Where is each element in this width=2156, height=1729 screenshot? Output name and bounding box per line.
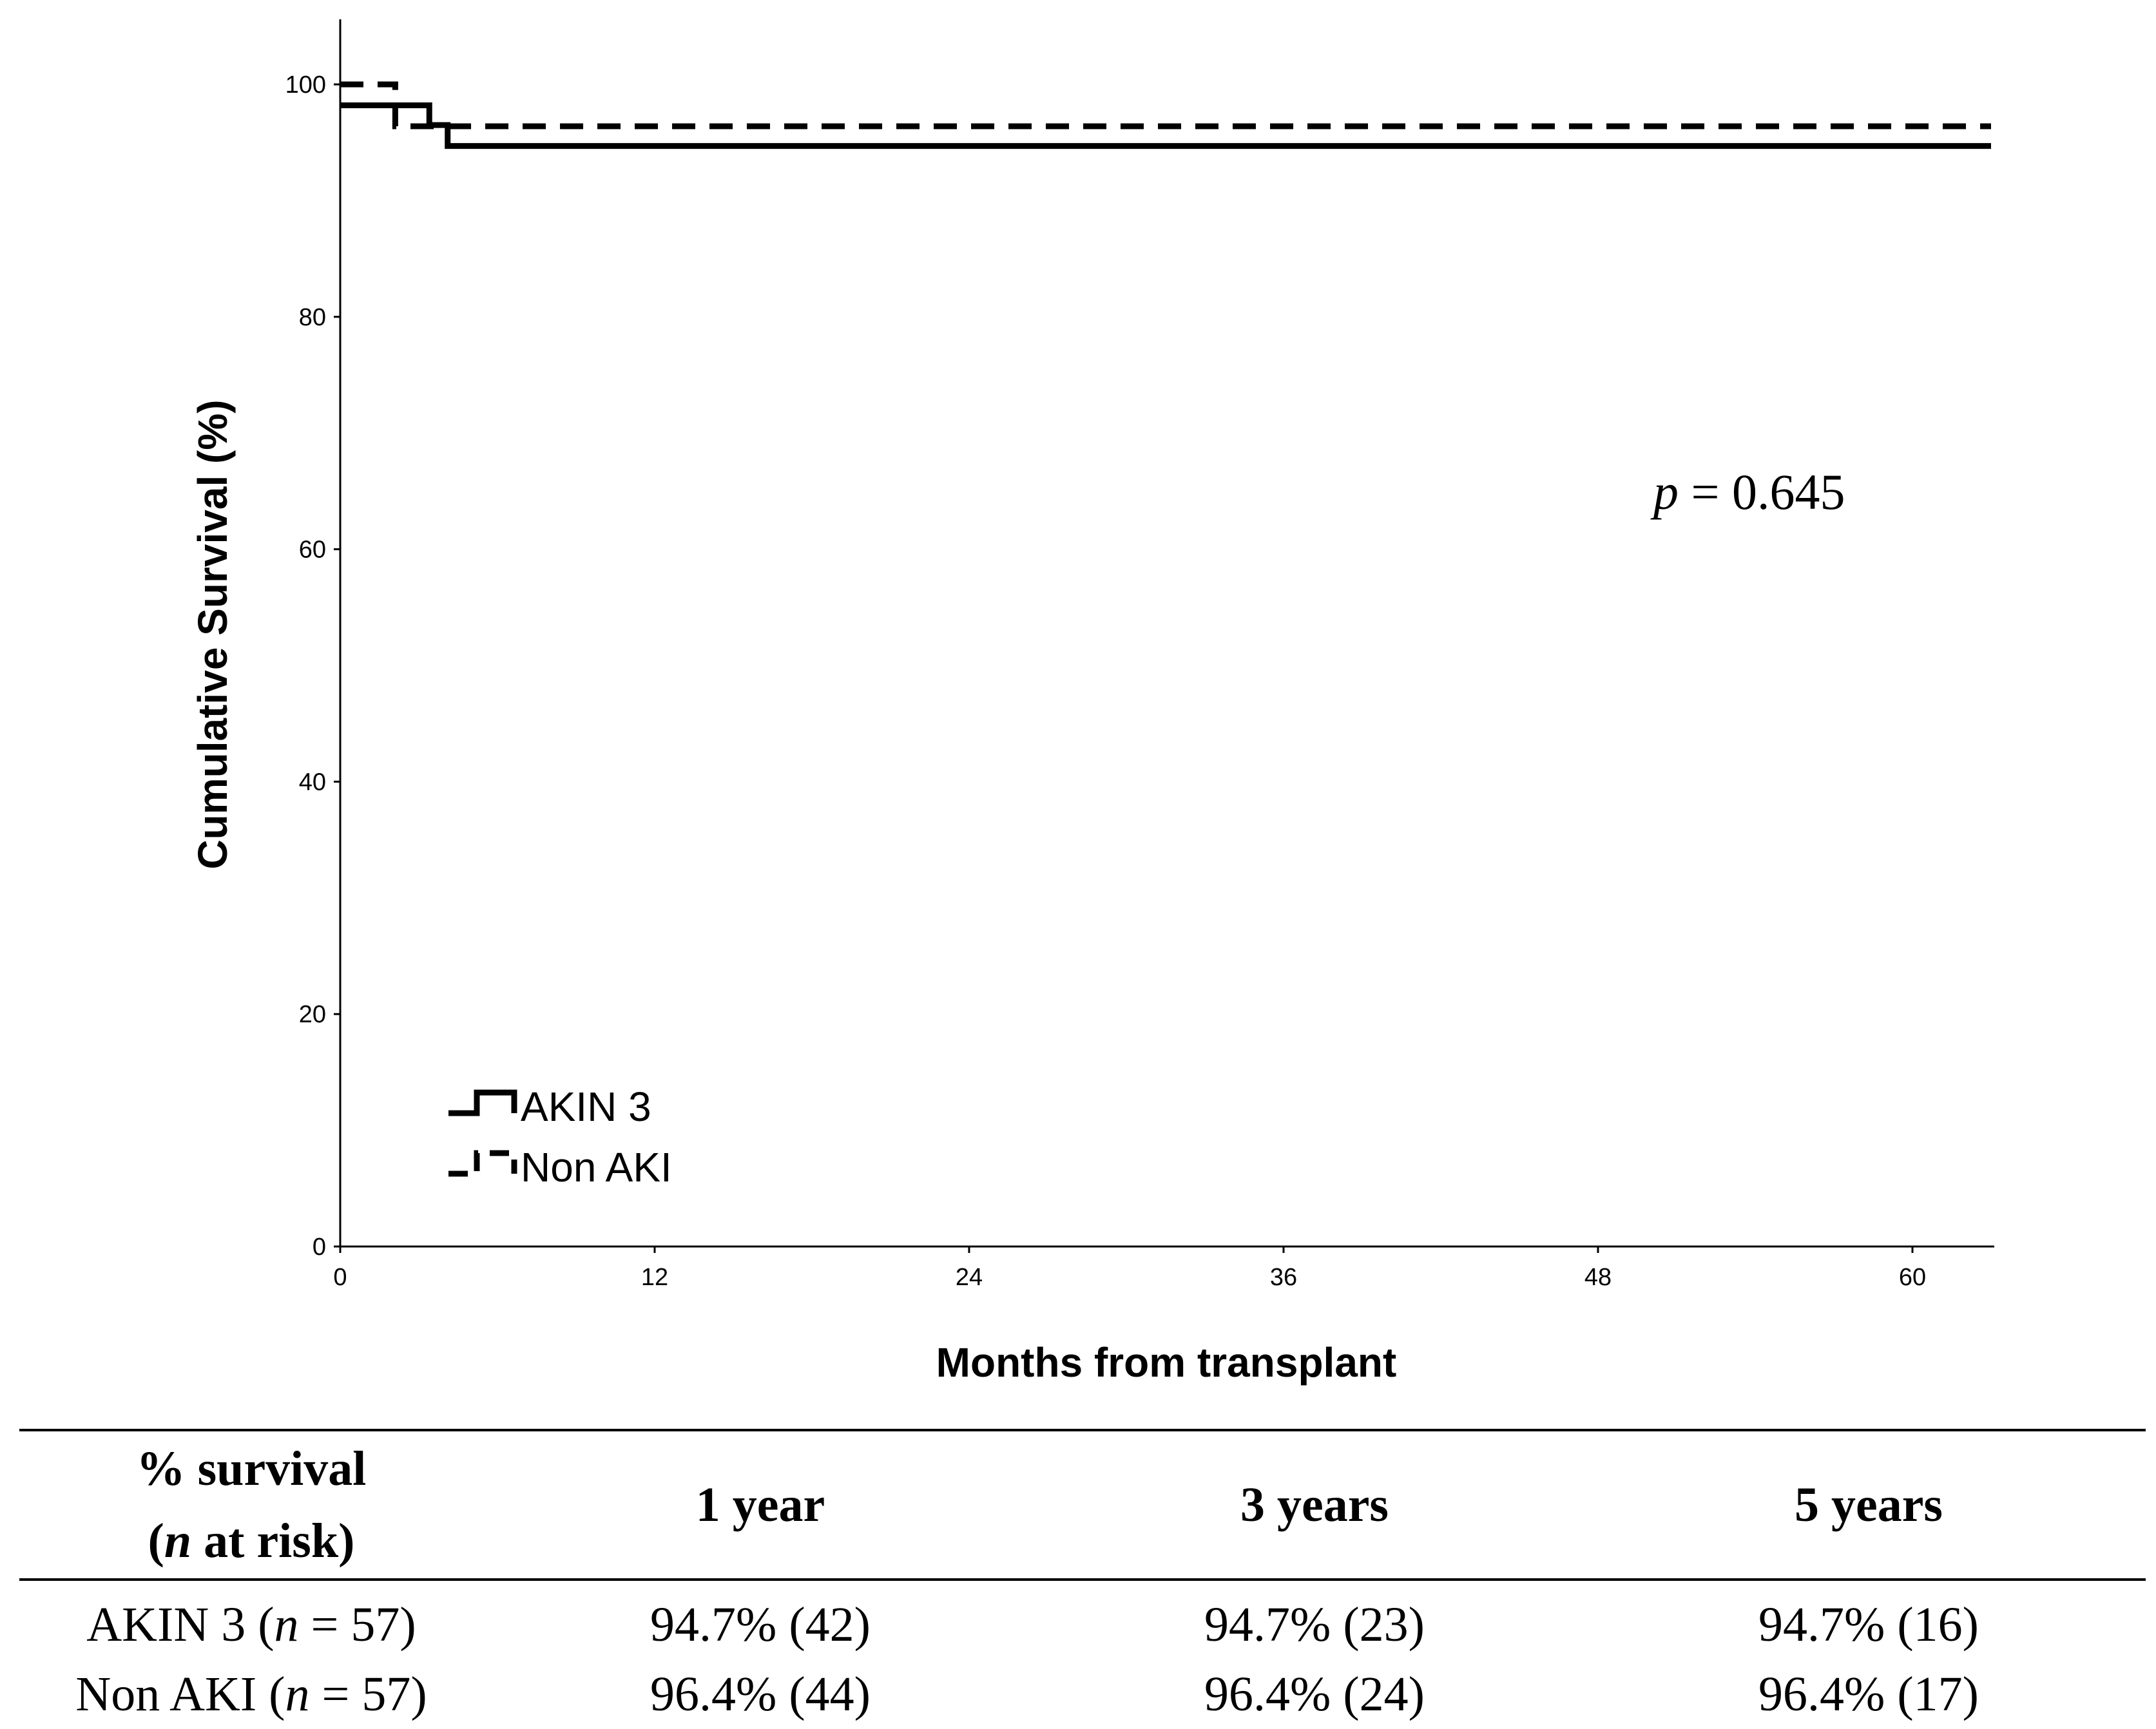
legend-symbol-akin-3 xyxy=(448,1089,517,1116)
header-n-italic: n xyxy=(164,1514,192,1568)
x-tick-label: 36 xyxy=(1270,1264,1297,1291)
row-label-n: n xyxy=(274,1598,299,1652)
row-label-group: AKIN 3 ( xyxy=(86,1598,274,1652)
p-value-text: = 0.645 xyxy=(1679,464,1845,520)
survival-chart: 0 12 24 36 48 60 0 20 40 60 80 100 Months from tra… xyxy=(189,19,1994,1386)
x-tick-label: 12 xyxy=(641,1264,668,1291)
y-tick-label: 80 xyxy=(299,304,326,331)
row-label: Non AKI (n = 57) xyxy=(19,1659,483,1729)
row-label-count: = 57) xyxy=(309,1667,427,1721)
y-axis-ticks: 0 20 40 60 80 100 xyxy=(285,72,340,1261)
table-cell: 96.4% (44) xyxy=(650,1667,871,1721)
legend-label: AKIN 3 xyxy=(521,1084,651,1130)
table-row: Non AKI (n = 57) 96.4% (44) 96.4% (24) 9… xyxy=(19,1659,2146,1729)
x-axis-title: Months from transplant xyxy=(936,1339,1397,1386)
p-value-symbol: p xyxy=(1650,464,1679,520)
table-cell: 96.4% (17) xyxy=(1758,1667,1979,1721)
axes xyxy=(339,19,1994,1248)
series-line-akin-3 xyxy=(340,102,1991,149)
table-cell: 96.4% (24) xyxy=(1204,1667,1425,1721)
row-label-count: = 57) xyxy=(298,1598,416,1652)
row-label-n: n xyxy=(285,1667,310,1721)
survival-table: % survival (n at risk) 1 year 3 years 5 … xyxy=(19,1429,2146,1729)
header-survival-label: % survival xyxy=(136,1442,367,1496)
table-header-5-years: 5 years xyxy=(1794,1478,1943,1532)
table-header-1-year: 1 year xyxy=(695,1478,825,1532)
y-tick-label: 0 xyxy=(313,1234,326,1261)
x-tick-label: 60 xyxy=(1899,1264,1926,1291)
header-at-risk-label: at risk) xyxy=(191,1514,355,1568)
y-tick-label: 40 xyxy=(299,769,326,796)
table-row: AKIN 3 (n = 57) 94.7% (42) 94.7% (23) 94… xyxy=(19,1580,2146,1659)
table-header-3-years: 3 years xyxy=(1240,1478,1389,1532)
y-tick-label: 100 xyxy=(285,72,326,99)
legend-symbol-non-aki xyxy=(448,1150,517,1177)
table-cell: 94.7% (42) xyxy=(650,1598,871,1652)
row-label-group: Non AKI ( xyxy=(75,1667,285,1721)
y-tick-label: 60 xyxy=(299,537,326,564)
p-value-annotation: p = 0.645 xyxy=(1650,464,1845,520)
table-cell: 94.7% (23) xyxy=(1204,1598,1425,1652)
y-tick-label: 20 xyxy=(299,1001,326,1028)
legend: AKIN 3 Non AKI xyxy=(448,1084,672,1190)
y-axis-title: Cumulative Survival (%) xyxy=(189,399,236,869)
table-cell: 94.7% (16) xyxy=(1758,1598,1979,1652)
table-header-row: % survival (n at risk) 1 year 3 years 5 … xyxy=(19,1430,2146,1580)
x-axis-ticks: 0 12 24 36 48 60 xyxy=(333,1247,1926,1291)
row-label: AKIN 3 (n = 57) xyxy=(19,1580,483,1659)
header-open-paren: ( xyxy=(148,1514,164,1568)
x-tick-label: 0 xyxy=(333,1264,347,1291)
series-layer xyxy=(340,81,1991,149)
x-tick-label: 48 xyxy=(1584,1264,1612,1291)
table-header-group: % survival (n at risk) xyxy=(19,1430,483,1580)
series-line-non-aki xyxy=(340,81,1991,129)
x-tick-label: 24 xyxy=(956,1264,983,1291)
legend-label: Non AKI xyxy=(521,1144,672,1190)
